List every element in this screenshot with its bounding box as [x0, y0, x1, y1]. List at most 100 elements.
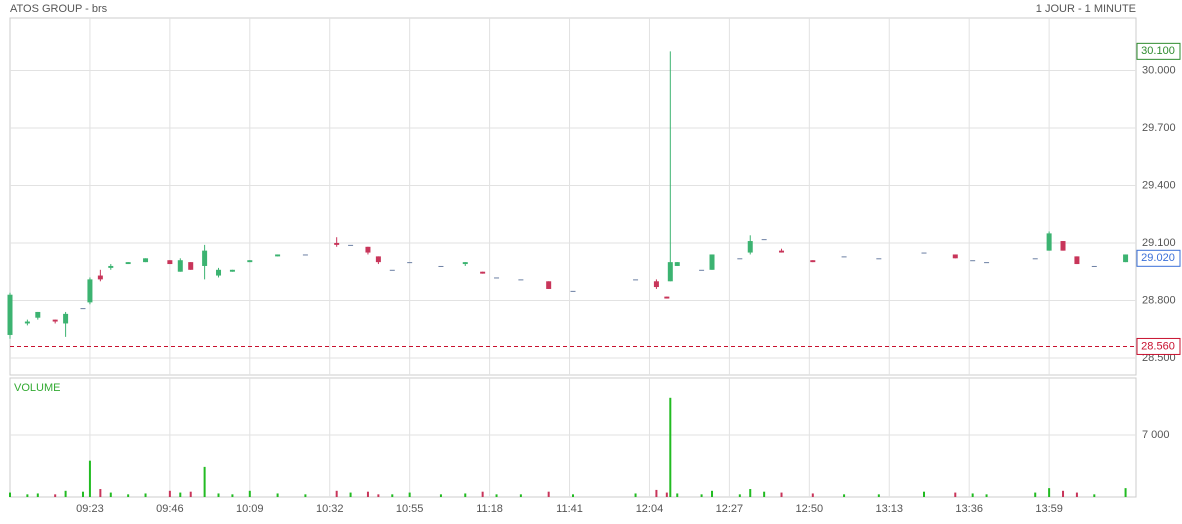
volume-bar: [439, 494, 442, 497]
candle-body: [747, 241, 753, 253]
y-tick-label: 29.400: [1142, 179, 1176, 191]
y-tick-label: 28.800: [1142, 294, 1176, 306]
candle-body: [365, 246, 371, 253]
candle-body: [348, 244, 354, 246]
candle-body: [143, 258, 149, 263]
price-marker-label: 28.560: [1141, 340, 1175, 352]
chart-subtitle: 1 JOUR - 1 MINUTE: [1036, 3, 1136, 15]
candle-body: [876, 258, 882, 260]
y-tick-label: 29.700: [1142, 122, 1176, 134]
volume-label: VOLUME: [14, 382, 60, 394]
volume-bar: [168, 490, 171, 497]
candle-body: [334, 242, 340, 245]
x-tick-label: 11:18: [476, 503, 503, 515]
volume-bar: [99, 489, 102, 497]
candle-body: [177, 260, 183, 272]
candle-body: [7, 294, 13, 335]
volume-bar: [88, 460, 91, 497]
volume-bar: [54, 494, 57, 497]
candle-body: [653, 281, 659, 288]
price-marker-label: 30.100: [1141, 45, 1175, 57]
x-tick-label: 09:46: [156, 503, 184, 515]
candle-body: [952, 254, 958, 259]
volume-bar: [408, 492, 411, 497]
volume-bar: [391, 494, 394, 497]
volume-bar: [1034, 492, 1037, 497]
volume-bar: [547, 491, 550, 497]
volume-bar: [36, 493, 39, 497]
candle-body: [462, 262, 468, 265]
candle-body: [921, 252, 927, 254]
candle-body: [407, 262, 413, 264]
volume-bar: [669, 397, 672, 497]
candle-body: [188, 262, 194, 270]
candle-body: [518, 279, 524, 281]
y-tick-label: 30.000: [1142, 64, 1176, 76]
candle-body: [737, 258, 743, 260]
volume-bar: [144, 493, 147, 497]
volume-bar: [495, 494, 498, 497]
candle-body: [97, 275, 103, 280]
volume-bar: [179, 492, 182, 497]
candle-body: [80, 308, 86, 310]
candle-body: [546, 281, 552, 289]
volume-bar: [349, 492, 352, 497]
volume-bar: [971, 493, 974, 497]
candle-body: [779, 250, 785, 253]
x-tick-label: 12:04: [636, 503, 664, 515]
candle-body: [24, 321, 30, 324]
y-tick-label: 29.100: [1142, 237, 1176, 249]
candle-body: [633, 279, 639, 281]
volume-bar: [843, 494, 846, 497]
candle-body: [275, 254, 281, 257]
volume-bar: [1075, 492, 1078, 497]
volume-bar: [634, 493, 637, 497]
candle-body: [970, 260, 976, 262]
x-tick-label: 12:27: [716, 503, 744, 515]
candle-body: [761, 239, 767, 241]
volume-bar: [335, 490, 338, 497]
candle-body: [1060, 241, 1066, 251]
volume-bar: [811, 493, 814, 497]
volume-bar: [1062, 490, 1065, 497]
volume-bar: [1124, 488, 1127, 497]
volume-bar: [780, 492, 783, 497]
volume-bar: [676, 493, 679, 497]
candle-body: [52, 319, 58, 322]
volume-bar: [1093, 494, 1096, 497]
volume-bar: [377, 494, 380, 497]
volume-bar: [655, 489, 658, 497]
volume-bar: [738, 494, 741, 497]
candle-body: [438, 265, 444, 267]
candle-body: [1032, 258, 1038, 260]
candle-body: [480, 271, 486, 274]
volume-bar: [109, 492, 112, 497]
volume-bar: [572, 494, 574, 497]
candle-body: [1123, 254, 1129, 263]
candle-body: [570, 290, 576, 292]
candle-body: [984, 262, 990, 264]
x-tick-label: 11:41: [556, 503, 583, 515]
volume-bar: [189, 491, 192, 497]
y-tick-label: 7 000: [1142, 429, 1170, 441]
candle-body: [247, 260, 253, 263]
candle-body: [229, 269, 235, 272]
volume-bar: [276, 493, 279, 497]
volume-bar: [749, 489, 752, 497]
price-marker: [1136, 249, 1181, 267]
volume-bar: [304, 494, 307, 497]
volume-bar: [203, 466, 206, 497]
x-tick-label: 10:32: [316, 503, 344, 515]
candle-body: [389, 269, 395, 271]
x-tick-label: 10:55: [396, 503, 424, 515]
candle-body: [375, 256, 381, 263]
candle-body: [674, 262, 680, 266]
volume-bar: [464, 493, 467, 497]
price-marker: [1136, 42, 1181, 60]
volume-panel: [9, 377, 1137, 498]
volume-bar: [1048, 488, 1051, 497]
candle-body: [202, 250, 208, 266]
candle-body: [494, 277, 500, 279]
volume-bar: [26, 494, 29, 497]
